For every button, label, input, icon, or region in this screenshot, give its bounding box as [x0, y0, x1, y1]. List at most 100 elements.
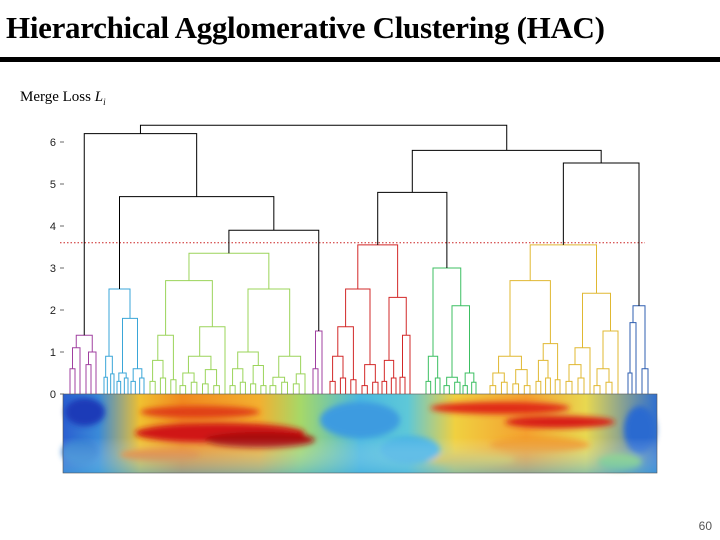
dendrogram-link [500, 381, 508, 394]
dendrogram-link [329, 380, 336, 394]
dendrogram-link [202, 383, 209, 394]
dendrogram-link [515, 369, 528, 386]
dendrogram-link [627, 372, 633, 394]
dendrogram-link [357, 244, 399, 298]
dendrogram-link [130, 380, 136, 394]
cluster-subtree [312, 330, 323, 394]
dendrogram-link [139, 377, 145, 394]
y-tick-label: 0 [50, 389, 56, 401]
dendrogram-link [122, 317, 138, 373]
dendrogram-link [509, 280, 551, 357]
dendrogram-link [492, 372, 505, 386]
dendrogram-link [118, 372, 127, 382]
dendrogram-link [237, 351, 259, 369]
dendrogram-link [159, 377, 167, 394]
dendrogram-link [252, 364, 264, 386]
dendrogram-link [462, 385, 468, 394]
dendrogram-link [568, 364, 582, 382]
y-tick-label: 2 [50, 305, 56, 317]
cluster-subtree [329, 244, 411, 394]
dendrogram-link [315, 330, 323, 394]
dendrogram-link [596, 368, 610, 386]
dendrogram-link [629, 322, 637, 394]
axis-caption: Merge Loss Li [20, 89, 106, 107]
dendrogram-link [574, 347, 591, 394]
dendrogram-link [182, 372, 195, 386]
dendrogram-link [381, 380, 388, 394]
dendrogram-link [489, 385, 497, 394]
cluster-subtree [627, 305, 649, 394]
dendrogram-link [602, 330, 619, 394]
dendrogram-link [562, 162, 640, 306]
dendrogram-link [632, 305, 646, 369]
dendrogram-link [350, 379, 357, 394]
dendrogram-link [451, 305, 470, 378]
dendrogram-link [139, 124, 508, 151]
dendrogram-link [361, 385, 368, 394]
title-rule [0, 57, 720, 62]
dendrogram-link [411, 149, 602, 193]
dendrogram-link [85, 364, 92, 394]
dendrogram-link [432, 267, 462, 357]
dendrogram-link [390, 377, 397, 394]
axis-caption-prefix: Merge Loss [20, 89, 95, 105]
dendrogram-link [446, 376, 458, 386]
dendrogram-link [498, 355, 522, 373]
dendrogram-link [443, 385, 450, 394]
dendrogram-link [292, 383, 300, 394]
y-tick-label: 4 [50, 221, 56, 233]
cluster-subtree [489, 244, 619, 394]
dendrogram-link [72, 347, 81, 394]
dendrogram-link [239, 381, 246, 394]
dendrogram-link [388, 296, 407, 361]
dendrogram-link [108, 288, 131, 357]
dendrogram-link [228, 229, 320, 331]
dendrogram-link [529, 244, 597, 294]
dendrogram [69, 124, 649, 394]
dendrogram-link [123, 377, 129, 394]
slide-title: Hierarchical Agglomerative Clustering (H… [6, 10, 605, 45]
dendrogram-link [605, 381, 613, 394]
dendrogram-link [454, 381, 461, 394]
y-tick-label: 3 [50, 263, 56, 275]
dendrogram-link [312, 368, 319, 394]
dendrogram-link [213, 385, 220, 394]
dendrogram-link [190, 381, 198, 394]
dendrogram-link [337, 326, 354, 380]
dendrogram-link [339, 377, 347, 394]
dendrogram-link [399, 376, 406, 394]
dendrogram-link [565, 380, 573, 394]
dendrogram-link [179, 385, 187, 394]
y-axis: 0 1 2 3 4 5 6 [50, 137, 64, 401]
dendrogram-link [187, 355, 212, 373]
dendrogram-link [132, 368, 143, 382]
dendrogram-link [204, 369, 218, 386]
dendrogram-link [88, 351, 97, 394]
dendrogram-link [641, 368, 649, 394]
dendrogram-link [377, 191, 448, 268]
dendrogram-link [545, 377, 551, 394]
dendrogram-link [523, 385, 531, 394]
dendrogram-link [75, 334, 93, 352]
dendrogram-link [582, 292, 611, 348]
y-tick-label: 6 [50, 137, 56, 149]
axis-caption-subscript: i [103, 97, 106, 107]
dendrogram-link [471, 381, 477, 394]
dendrogram-link [593, 385, 601, 394]
dendrogram-link [260, 385, 267, 394]
dendrogram-link [170, 379, 177, 394]
dendrogram-link [269, 385, 277, 394]
dendrogram-link [281, 381, 288, 394]
cluster-subtree [149, 252, 306, 394]
y-tick-label: 1 [50, 347, 56, 359]
dendrogram-link [402, 334, 411, 394]
dendrogram-link [157, 334, 174, 380]
dendrogram-link [250, 383, 257, 394]
dendrogram-link [554, 379, 561, 394]
dendrogram-link [372, 381, 379, 394]
y-tick-label: 5 [50, 179, 56, 191]
dendrogram-link [247, 288, 291, 357]
cluster-subtree [69, 334, 97, 394]
cluster-subtree [103, 288, 145, 394]
